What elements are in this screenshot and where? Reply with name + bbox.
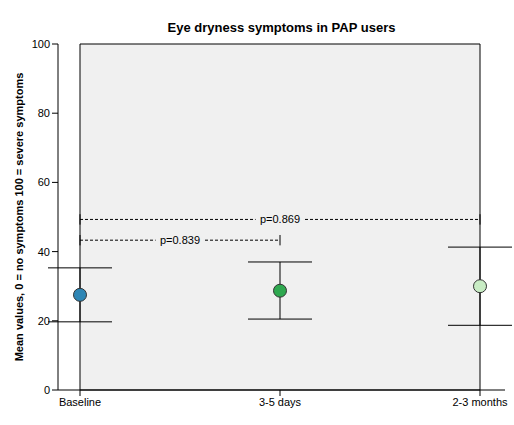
- svg-text:60: 60: [38, 176, 50, 188]
- svg-text:80: 80: [38, 107, 50, 119]
- svg-text:3-5 days: 3-5 days: [259, 396, 302, 408]
- svg-text:0: 0: [44, 384, 50, 396]
- svg-text:p=0.839: p=0.839: [160, 234, 200, 246]
- html-text:Eye dryness symptoms in PAP us: Eye dryness symptoms in PAP users: [167, 20, 396, 35]
- svg-text:2-3 months: 2-3 months: [452, 396, 506, 408]
- svg-text:p=0.869: p=0.869: [260, 213, 300, 225]
- svg-text:Baseline: Baseline: [59, 396, 101, 408]
- svg-text:40: 40: [38, 246, 50, 258]
- svg-text:100: 100: [32, 38, 50, 50]
- svg-text:20: 20: [38, 315, 50, 327]
- svg-text:Mean values, 0 = no symptoms 1: Mean values, 0 = no symptoms 100 = sever…: [13, 73, 25, 362]
- html-text:Error Bars: 95% CI: Error Bars: 95% CI: [340, 80, 433, 92]
